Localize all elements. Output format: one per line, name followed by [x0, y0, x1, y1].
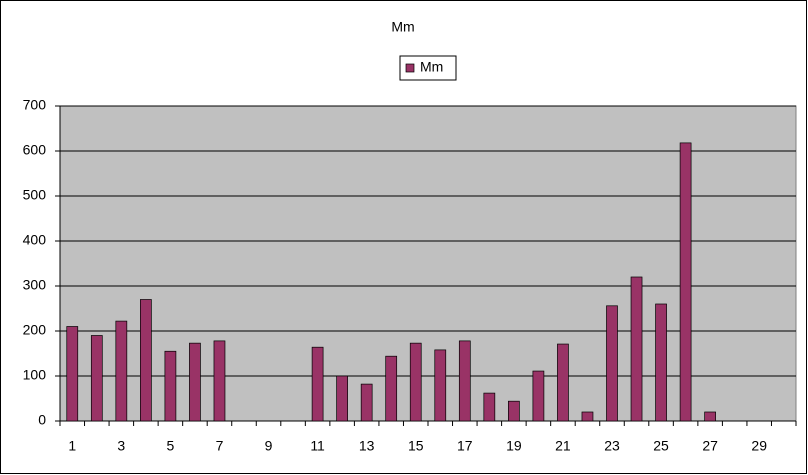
x-tick-label: 9: [265, 438, 273, 454]
legend-swatch: [405, 63, 415, 73]
y-tick-label: 200: [23, 322, 47, 338]
bar: [606, 305, 618, 422]
bar: [630, 276, 643, 422]
bar: [434, 349, 447, 422]
x-tick-label: 19: [506, 438, 522, 454]
y-tick-label: 0: [38, 412, 46, 428]
bar: [115, 320, 128, 422]
x-tick-label: 21: [555, 438, 571, 454]
bar: [581, 411, 594, 422]
bar: [458, 340, 471, 422]
x-tick-label: 3: [117, 438, 125, 454]
bar: [164, 350, 177, 422]
legend-label: Mm: [420, 59, 443, 75]
bar: [66, 326, 79, 422]
bar: [655, 303, 667, 422]
y-tick-label: 700: [23, 97, 47, 113]
x-tick-label: 23: [604, 438, 620, 454]
x-tick-label: 25: [653, 438, 669, 454]
bar: [140, 299, 152, 422]
chart-title: Mm: [391, 19, 414, 35]
x-tick-label: 5: [167, 438, 175, 454]
bar: [311, 346, 324, 422]
x-tick-label: 29: [751, 438, 767, 454]
x-tick-label: 13: [359, 438, 375, 454]
y-tick-label: 400: [23, 232, 47, 248]
bar: [679, 142, 692, 422]
y-tick-label: 100: [23, 367, 47, 383]
bar: [704, 411, 716, 422]
x-tick-label: 27: [702, 438, 718, 454]
bar: [336, 375, 348, 422]
y-tick-label: 600: [23, 142, 47, 158]
bar: [483, 392, 496, 422]
x-tick-label: 1: [68, 438, 76, 454]
bar: [360, 383, 373, 422]
y-tick-label: 500: [23, 187, 47, 203]
bar: [508, 400, 520, 422]
bar: [409, 342, 422, 422]
x-tick-label: 17: [457, 438, 473, 454]
x-tick-label: 11: [310, 438, 325, 454]
x-tick-label: 15: [408, 438, 424, 454]
bar: [213, 340, 226, 422]
x-tick-label: 7: [216, 438, 224, 454]
bar: [385, 355, 398, 422]
y-tick-label: 300: [23, 277, 47, 293]
bar: [189, 342, 201, 422]
bar: [557, 343, 569, 422]
bar: [532, 370, 545, 422]
bar: [90, 335, 103, 422]
plot-area: [59, 105, 797, 422]
